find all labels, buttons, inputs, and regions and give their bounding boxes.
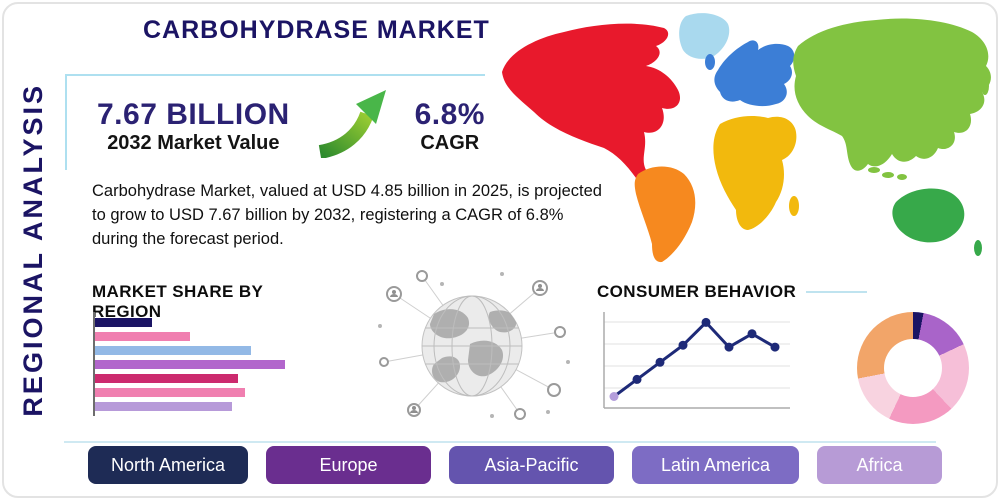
- person-icons: [390, 284, 544, 413]
- bar-segment-5: [95, 387, 246, 397]
- data-point-4: [701, 317, 711, 327]
- map-japan: [981, 77, 989, 95]
- bar-segment-2: [95, 345, 252, 355]
- map-north-america: [502, 23, 681, 189]
- map-africa: [713, 116, 797, 230]
- consumer-behavior-heading: CONSUMER BEHAVIOR: [597, 282, 867, 302]
- map-uk: [705, 54, 715, 70]
- data-point-3: [678, 340, 688, 350]
- cagr-label: CAGR: [420, 131, 480, 154]
- regional-share-donut-chart: [857, 312, 969, 424]
- data-point-0: [609, 392, 619, 401]
- data-point-6: [747, 329, 757, 339]
- bar-segment-3: [95, 359, 286, 369]
- map-new-zealand: [974, 240, 982, 256]
- bar-segment-4: [95, 373, 238, 383]
- side-label-text: REGIONAL ANALYSIS: [17, 83, 48, 417]
- page-title: CARBOHYDRASE MARKET: [143, 16, 490, 44]
- market-description: Carbohydrase Market, valued at USD 4.85 …: [92, 182, 602, 248]
- market-share-heading-text: MARKET SHARE BY REGION: [92, 282, 263, 321]
- map-indonesia-3: [897, 174, 907, 180]
- market-share-heading: MARKET SHARE BY REGION: [92, 282, 332, 322]
- market-value-stat: 7.67 BILLION 2032 Market Value: [97, 98, 290, 155]
- map-madagascar: [789, 196, 799, 216]
- region-button-latin-america[interactable]: Latin America: [632, 446, 799, 484]
- data-point-2: [655, 357, 665, 367]
- consumer-behavior-line-chart: [598, 306, 793, 418]
- bar-segment-0: [95, 317, 153, 327]
- world-map: [486, 6, 998, 268]
- map-europe: [714, 40, 795, 107]
- region-button-africa[interactable]: Africa: [817, 446, 942, 484]
- growth-arrow-icon: [314, 88, 390, 159]
- consumer-behavior-heading-text: CONSUMER BEHAVIOR: [597, 282, 797, 301]
- region-button-north-america[interactable]: North America: [88, 446, 248, 484]
- cagr-stat: 6.8% CAGR: [415, 98, 485, 155]
- map-indonesia-1: [868, 167, 880, 173]
- map-greenland: [679, 13, 730, 59]
- bar-segment-1: [95, 331, 191, 341]
- globe-network-illustration: [372, 266, 577, 424]
- buttons-baseline-rule: [64, 441, 936, 443]
- cagr-number: 6.8%: [414, 97, 485, 131]
- data-point-5: [724, 342, 734, 352]
- heading-rule: [806, 291, 867, 293]
- region-button-asia-pacific[interactable]: Asia-Pacific: [449, 446, 614, 484]
- map-asia: [793, 18, 991, 171]
- region-buttons-row: North America Europe Asia-Pacific Latin …: [88, 446, 942, 484]
- data-point-1: [632, 374, 642, 384]
- map-south-america: [634, 166, 696, 263]
- map-australia: [892, 188, 965, 243]
- headline-stats-panel: 7.67 BILLION 2032 Market Value 6.8% CAGR: [65, 74, 485, 170]
- data-point-7: [770, 342, 780, 352]
- market-value-label: 2032 Market Value: [107, 131, 280, 154]
- market-value-number: 7.67 BILLION: [97, 97, 290, 131]
- region-button-europe[interactable]: Europe: [266, 446, 431, 484]
- side-label-regional-analysis: REGIONAL ANALYSIS: [6, 0, 60, 500]
- bar-segment-6: [95, 401, 232, 411]
- map-indonesia-2: [882, 172, 894, 178]
- market-share-bar-chart: [93, 312, 293, 416]
